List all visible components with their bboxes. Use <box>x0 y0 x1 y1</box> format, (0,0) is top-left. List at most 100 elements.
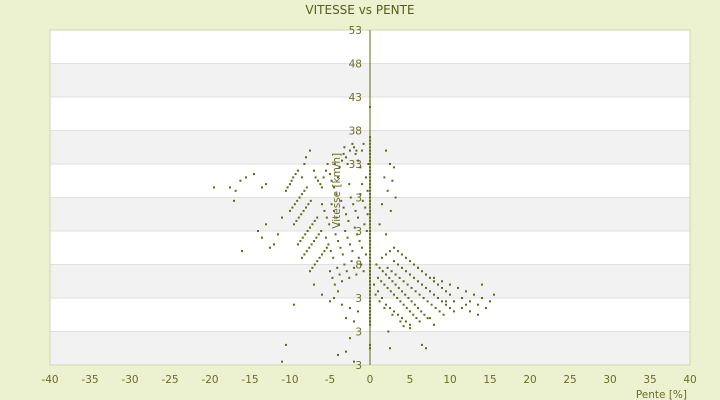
data-point <box>393 246 395 249</box>
data-point <box>415 317 418 320</box>
data-point <box>381 270 384 273</box>
data-point <box>329 250 332 253</box>
x-tick-label: -30 <box>121 374 138 386</box>
data-point <box>374 293 377 296</box>
data-point <box>385 273 387 276</box>
data-point <box>389 307 391 310</box>
data-point <box>369 270 371 273</box>
data-point <box>329 270 331 273</box>
data-point <box>341 280 343 283</box>
data-point <box>305 186 308 189</box>
data-point <box>434 307 437 310</box>
data-point <box>409 327 411 330</box>
data-point <box>381 297 383 299</box>
data-point <box>369 106 371 109</box>
y-tick-label: 8 <box>355 260 362 272</box>
data-point <box>313 240 315 243</box>
data-point <box>430 303 433 306</box>
data-point <box>433 280 435 283</box>
data-point <box>321 203 323 206</box>
data-point <box>369 139 371 142</box>
data-point <box>300 213 303 216</box>
data-point <box>369 280 371 283</box>
data-point <box>386 286 389 289</box>
data-point <box>333 209 335 212</box>
data-point <box>369 136 371 139</box>
y-tick-label: 3 <box>355 226 362 238</box>
data-point <box>383 283 386 286</box>
data-point <box>317 233 320 236</box>
data-point <box>489 300 491 303</box>
data-point <box>351 250 354 253</box>
data-point <box>389 290 392 293</box>
data-point <box>413 276 415 279</box>
data-point <box>386 189 389 192</box>
data-point <box>417 266 419 269</box>
data-point <box>311 266 314 269</box>
data-point <box>253 173 255 176</box>
data-point <box>394 273 397 276</box>
data-point <box>369 253 371 256</box>
data-point <box>285 343 287 346</box>
data-point <box>325 236 327 239</box>
data-point <box>402 303 405 306</box>
data-point <box>355 149 358 152</box>
data-point <box>369 273 371 276</box>
y-tick-label: 33 <box>349 159 362 171</box>
data-point <box>364 206 367 209</box>
data-point <box>369 203 371 206</box>
data-point <box>378 300 381 303</box>
data-point <box>338 166 341 169</box>
data-point <box>369 186 371 189</box>
data-point <box>441 300 443 303</box>
data-point <box>441 280 443 283</box>
data-point <box>322 176 325 179</box>
data-point <box>396 297 399 299</box>
data-point <box>213 186 215 189</box>
data-point <box>445 303 447 306</box>
data-point <box>301 193 303 196</box>
data-point <box>485 307 487 310</box>
data-point <box>292 176 295 179</box>
data-point <box>361 246 363 249</box>
data-point <box>309 199 312 202</box>
data-point <box>391 179 394 182</box>
data-point <box>461 297 463 299</box>
data-point <box>346 236 349 239</box>
data-point <box>316 216 319 219</box>
data-point <box>305 156 307 159</box>
data-point <box>378 223 381 226</box>
data-point <box>453 300 455 303</box>
data-point <box>289 209 291 212</box>
data-point <box>303 189 306 192</box>
data-point <box>375 263 378 266</box>
data-point <box>369 283 371 286</box>
data-point <box>349 337 351 340</box>
data-point <box>477 313 479 316</box>
data-point <box>369 240 371 243</box>
data-point <box>261 186 263 189</box>
data-point <box>369 196 371 199</box>
data-point <box>369 152 371 155</box>
data-point <box>369 293 371 296</box>
data-point <box>327 243 330 246</box>
data-point <box>348 276 351 279</box>
data-point <box>420 310 423 313</box>
y-tick-label: 53 <box>349 25 362 37</box>
data-point <box>329 173 331 176</box>
data-point <box>438 310 441 313</box>
y-tick-label: 3 <box>355 293 362 305</box>
data-point <box>336 266 339 269</box>
data-point <box>369 297 371 299</box>
data-point <box>369 300 371 303</box>
data-point <box>405 320 407 323</box>
data-point <box>313 283 315 286</box>
data-point <box>301 236 304 239</box>
data-point <box>323 209 326 212</box>
data-point <box>369 307 371 310</box>
data-point <box>335 216 338 219</box>
data-point <box>493 293 495 296</box>
data-point <box>281 360 283 363</box>
data-point <box>356 233 359 236</box>
